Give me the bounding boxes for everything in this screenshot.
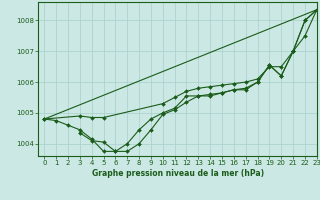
X-axis label: Graphe pression niveau de la mer (hPa): Graphe pression niveau de la mer (hPa) bbox=[92, 169, 264, 178]
